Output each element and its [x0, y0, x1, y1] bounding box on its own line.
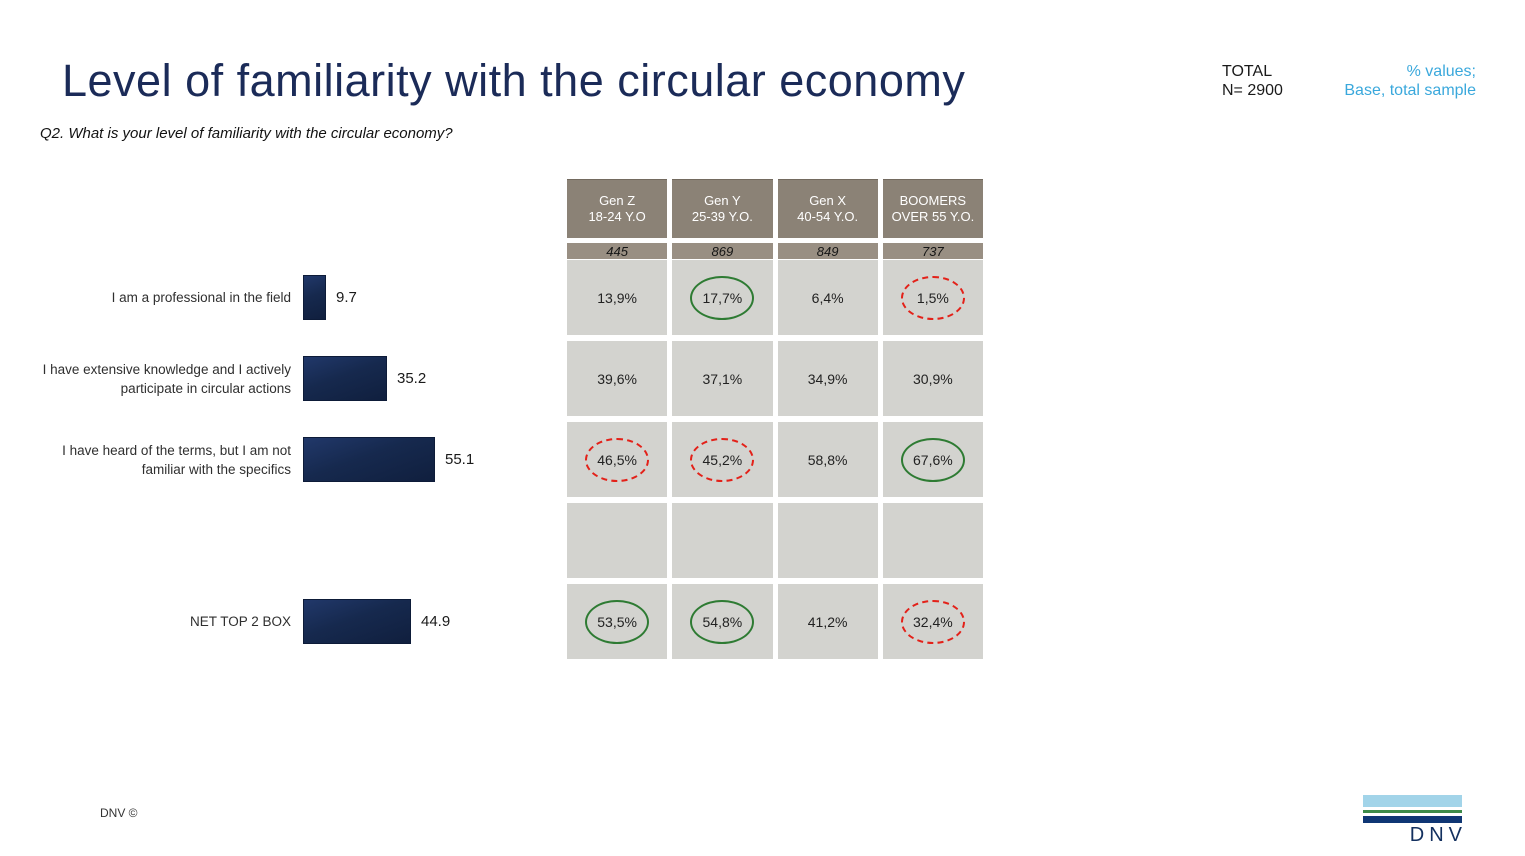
gen-label: Gen Z	[599, 193, 636, 208]
cell-value	[796, 519, 860, 563]
logo-bar-green	[1363, 810, 1462, 813]
gen-label: BOOMERS	[899, 193, 967, 208]
total-base: N= 2900	[1222, 82, 1283, 99]
table-cell	[777, 503, 878, 578]
table-cell: 37,1%	[672, 341, 773, 416]
cell-value: 53,5%	[585, 599, 650, 644]
base-cell: 869	[672, 243, 773, 259]
chart-row-net-top2box: NET TOP 2 BOX 44.9	[30, 584, 570, 659]
cell-value: 30,9%	[913, 370, 953, 387]
note-line-1: % values;	[1406, 63, 1476, 80]
table-cell: 13,9%	[567, 260, 668, 335]
gen-label: Gen Y	[704, 193, 741, 208]
chart-row-heard-of-terms: I have heard of the terms, but I am not …	[30, 422, 570, 497]
table-cell: 39,6%	[567, 341, 668, 416]
cell-value	[901, 519, 965, 563]
table-header-row: Gen Z 18-24 Y.O Gen Y 25-39 Y.O. Gen X 4…	[567, 179, 983, 238]
cell-value: 32,4%	[900, 599, 965, 644]
cell-value: 37,1%	[702, 370, 743, 387]
table-cell: 34,9%	[777, 341, 878, 416]
page-title: Level of familiarity with the circular e…	[62, 55, 966, 106]
age-label: 25-39 Y.O.	[691, 209, 753, 224]
column-header-geny: Gen Y 25-39 Y.O.	[672, 179, 773, 238]
cell-value	[690, 519, 754, 563]
table-cell: 1,5%	[882, 260, 983, 335]
dnv-logo: DNV	[1363, 795, 1462, 847]
column-header-boomers: BOOMERS OVER 55 Y.O.	[882, 179, 983, 238]
age-label: OVER 55 Y.O.	[891, 209, 975, 224]
cell-value: 39,6%	[597, 370, 637, 387]
table-cell: 58,8%	[777, 422, 878, 497]
table-cell: 32,4%	[882, 584, 983, 659]
cell-value: 67,6%	[900, 437, 965, 482]
total-sample-block: TOTAL N= 2900	[1222, 62, 1283, 100]
base-cell: 849	[777, 243, 878, 259]
cell-value: 17,7%	[690, 275, 755, 320]
cell-value	[585, 519, 649, 563]
bar-label: I have heard of the terms, but I am not …	[62, 442, 291, 477]
table-cell: 41,2%	[777, 584, 878, 659]
note-line-2: Base, total sample	[1344, 82, 1476, 99]
table-cell: 30,9%	[882, 341, 983, 416]
table-row-empty	[567, 503, 983, 578]
table-base-row: 445 869 849 737	[567, 243, 983, 259]
table-cell	[882, 503, 983, 578]
base-cell: 737	[882, 243, 983, 259]
cell-value: 13,9%	[597, 289, 637, 306]
cell-value: 54,8%	[690, 599, 755, 644]
cell-value: 41,2%	[807, 613, 848, 630]
bar-value: 44.9	[421, 613, 451, 630]
age-label: 40-54 Y.O.	[797, 209, 859, 224]
table-cell: 54,8%	[672, 584, 773, 659]
bar-label: I am a professional in the field	[111, 290, 291, 305]
total-label: TOTAL	[1222, 63, 1273, 80]
table-cell: 45,2%	[672, 422, 773, 497]
cell-value: 58,8%	[807, 451, 848, 468]
chart-row-professional: I am a professional in the field 9.7	[30, 260, 570, 335]
logo-bar-darkblue	[1363, 816, 1462, 823]
bar-professional	[303, 275, 326, 320]
table-row-extensive-knowledge: 39,6% 37,1% 34,9% 30,9%	[567, 341, 983, 416]
bar-label: NET TOP 2 BOX	[189, 614, 291, 629]
table-cell: 6,4%	[777, 260, 878, 335]
bar-value: 55.1	[445, 451, 475, 468]
copyright-text: DNV ©	[100, 806, 138, 820]
bar-extensive-knowledge	[303, 356, 387, 401]
bar-value: 9.7	[336, 289, 357, 306]
bar-label: I have extensive knowledge and I activel…	[42, 361, 291, 396]
cell-value: 6,4%	[811, 289, 844, 306]
table-cell: 46,5%	[567, 422, 668, 497]
logo-bar-lightblue	[1363, 795, 1462, 807]
cell-value: 46,5%	[585, 437, 650, 482]
age-label: 18-24 Y.O	[588, 209, 646, 224]
table-row-professional: 13,9% 17,7% 6,4% 1,5%	[567, 260, 983, 335]
table-cell: 67,6%	[882, 422, 983, 497]
cell-value: 1,5%	[900, 275, 965, 320]
logo-wordmark: DNV	[1409, 824, 1467, 846]
bar-value: 35.2	[397, 370, 427, 387]
table-row-net-top2box: 53,5% 54,8% 41,2% 32,4%	[567, 584, 983, 659]
cell-value: 45,2%	[690, 437, 755, 482]
values-note-block: % values; Base, total sample	[1344, 62, 1476, 100]
table-cell: 17,7%	[672, 260, 773, 335]
table-row-heard-of-terms: 46,5% 45,2% 58,8% 67,6%	[567, 422, 983, 497]
table-cell	[567, 503, 668, 578]
gen-label: Gen X	[809, 193, 847, 208]
bar-net-top2box	[303, 599, 411, 644]
bar-heard-of-terms	[303, 437, 435, 482]
base-cell: 445	[567, 243, 668, 259]
question-text: Q2. What is your level of familiarity wi…	[40, 125, 453, 142]
table-cell: 53,5%	[567, 584, 668, 659]
column-header-genz: Gen Z 18-24 Y.O	[567, 179, 668, 238]
chart-row-extensive-knowledge: I have extensive knowledge and I activel…	[30, 341, 570, 416]
column-header-genx: Gen X 40-54 Y.O.	[777, 179, 878, 238]
table-cell	[672, 503, 773, 578]
cell-value: 34,9%	[807, 370, 848, 387]
